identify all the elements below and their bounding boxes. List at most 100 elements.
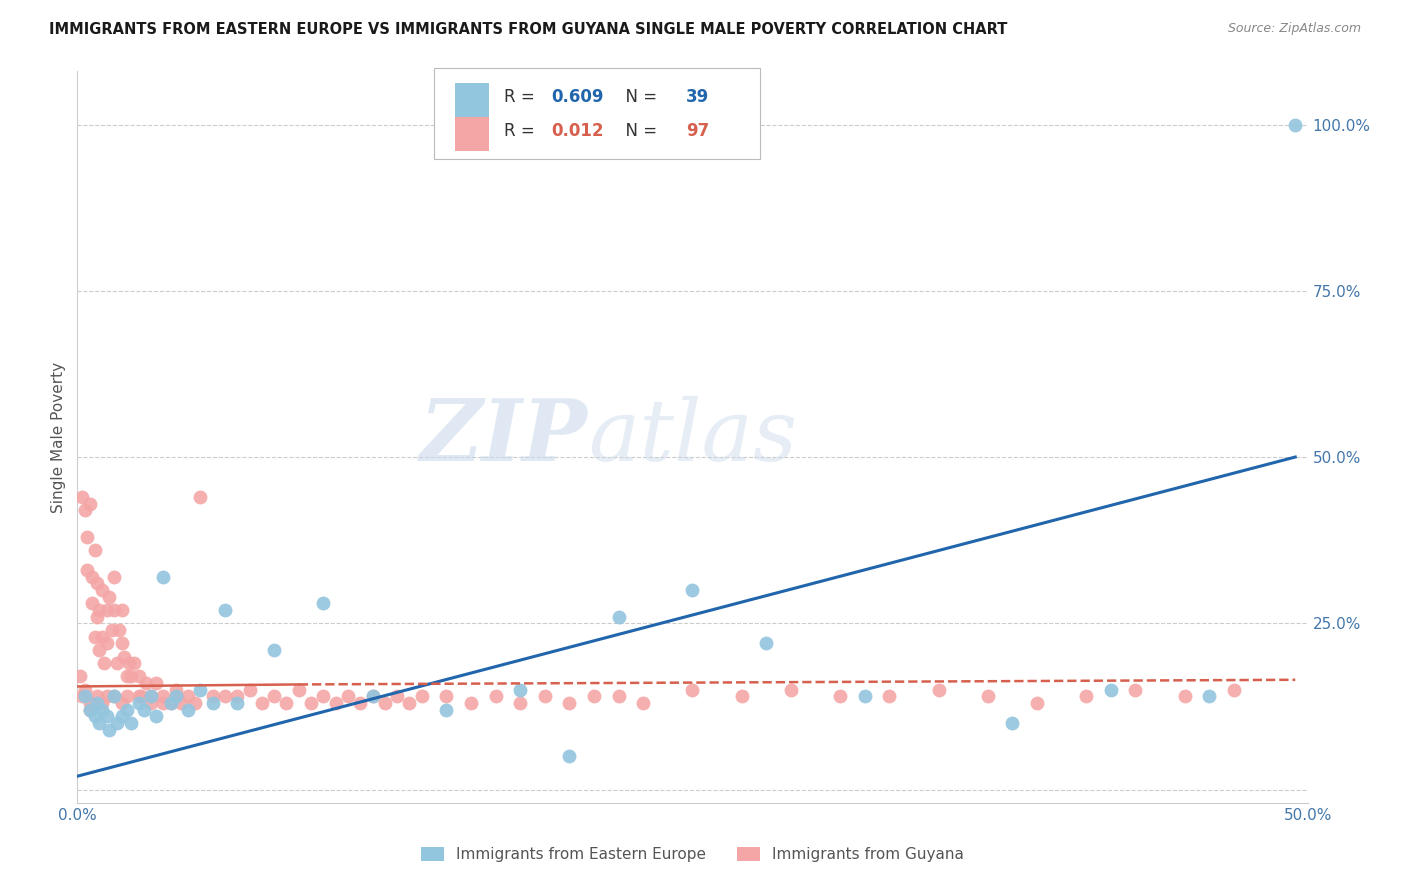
Point (115, 669, 138, 683)
Point (96, 636, 118, 650)
Point (96, 709, 118, 723)
Point (1026, 696, 1049, 710)
Point (509, 682, 531, 697)
Point (1174, 690, 1197, 704)
Point (73, 503, 96, 517)
Point (118, 656, 141, 670)
Text: R =: R = (505, 122, 540, 140)
Point (682, 582, 704, 597)
Legend: Immigrants from Eastern Europe, Immigrants from Guyana: Immigrants from Eastern Europe, Immigran… (415, 841, 970, 868)
Point (89, 643, 111, 657)
Point (152, 690, 174, 704)
Point (485, 690, 508, 704)
Point (86, 696, 108, 710)
Point (86, 576, 108, 591)
Point (76, 563, 98, 577)
Point (583, 690, 606, 704)
Point (83, 709, 105, 723)
Point (73, 682, 96, 697)
Point (93, 656, 115, 670)
Point (928, 682, 950, 697)
Point (165, 682, 187, 697)
Point (1223, 682, 1246, 697)
Point (1198, 690, 1220, 704)
Point (145, 709, 167, 723)
Point (239, 682, 262, 697)
Point (145, 676, 167, 690)
Point (1125, 682, 1147, 697)
Point (121, 716, 143, 731)
Text: IMMIGRANTS FROM EASTERN EUROPE VS IMMIGRANTS FROM GUYANA SINGLE MALE POVERTY COR: IMMIGRANTS FROM EASTERN EUROPE VS IMMIGR… (49, 22, 1008, 37)
Point (558, 749, 581, 764)
Text: ZIP: ZIP (420, 395, 588, 479)
Point (89, 716, 111, 731)
Point (128, 669, 150, 683)
Point (1099, 682, 1122, 697)
Point (98, 590, 121, 604)
Point (460, 696, 482, 710)
Point (165, 690, 187, 704)
Point (111, 636, 132, 650)
Point (129, 690, 153, 704)
Text: 39: 39 (686, 88, 710, 106)
Point (105, 716, 128, 731)
Text: N =: N = (614, 88, 662, 106)
Text: Source: ZipAtlas.com: Source: ZipAtlas.com (1227, 22, 1361, 36)
Point (76, 530, 98, 544)
Point (1284, 118, 1306, 132)
Point (188, 490, 212, 504)
Point (263, 643, 285, 657)
Point (607, 609, 630, 624)
Text: 0.609: 0.609 (551, 88, 603, 106)
Point (276, 696, 298, 710)
Point (411, 690, 433, 704)
Point (780, 682, 803, 697)
Point (90, 630, 114, 644)
Point (177, 690, 200, 704)
Point (132, 703, 155, 717)
Point (101, 623, 124, 637)
Point (374, 696, 396, 710)
Point (111, 709, 132, 723)
Point (111, 696, 132, 710)
Text: 97: 97 (686, 122, 710, 140)
FancyBboxPatch shape (456, 83, 489, 117)
Point (86, 690, 108, 704)
Point (534, 690, 557, 704)
Point (299, 696, 322, 710)
Point (141, 690, 163, 704)
Point (436, 703, 458, 717)
Point (82, 570, 104, 584)
Point (436, 690, 458, 704)
Point (105, 656, 128, 670)
Point (115, 690, 138, 704)
FancyBboxPatch shape (456, 117, 489, 152)
Text: N =: N = (614, 122, 662, 140)
Point (755, 636, 778, 650)
Point (135, 676, 157, 690)
Point (558, 696, 581, 710)
Point (121, 669, 143, 683)
Point (1076, 690, 1098, 704)
Point (1001, 716, 1024, 731)
Point (853, 690, 876, 704)
Point (152, 696, 174, 710)
Point (214, 603, 236, 617)
Point (226, 696, 249, 710)
Point (977, 690, 1000, 704)
Point (385, 690, 409, 704)
Point (141, 690, 163, 704)
Point (103, 690, 125, 704)
Point (214, 690, 236, 704)
Point (122, 656, 145, 670)
Point (607, 690, 630, 704)
Point (201, 690, 224, 704)
Point (226, 690, 249, 704)
Point (83, 630, 105, 644)
Point (90, 582, 114, 597)
Text: R =: R = (505, 88, 540, 106)
Point (152, 570, 174, 584)
Point (263, 690, 285, 704)
Point (83, 543, 105, 558)
Point (98, 723, 121, 737)
